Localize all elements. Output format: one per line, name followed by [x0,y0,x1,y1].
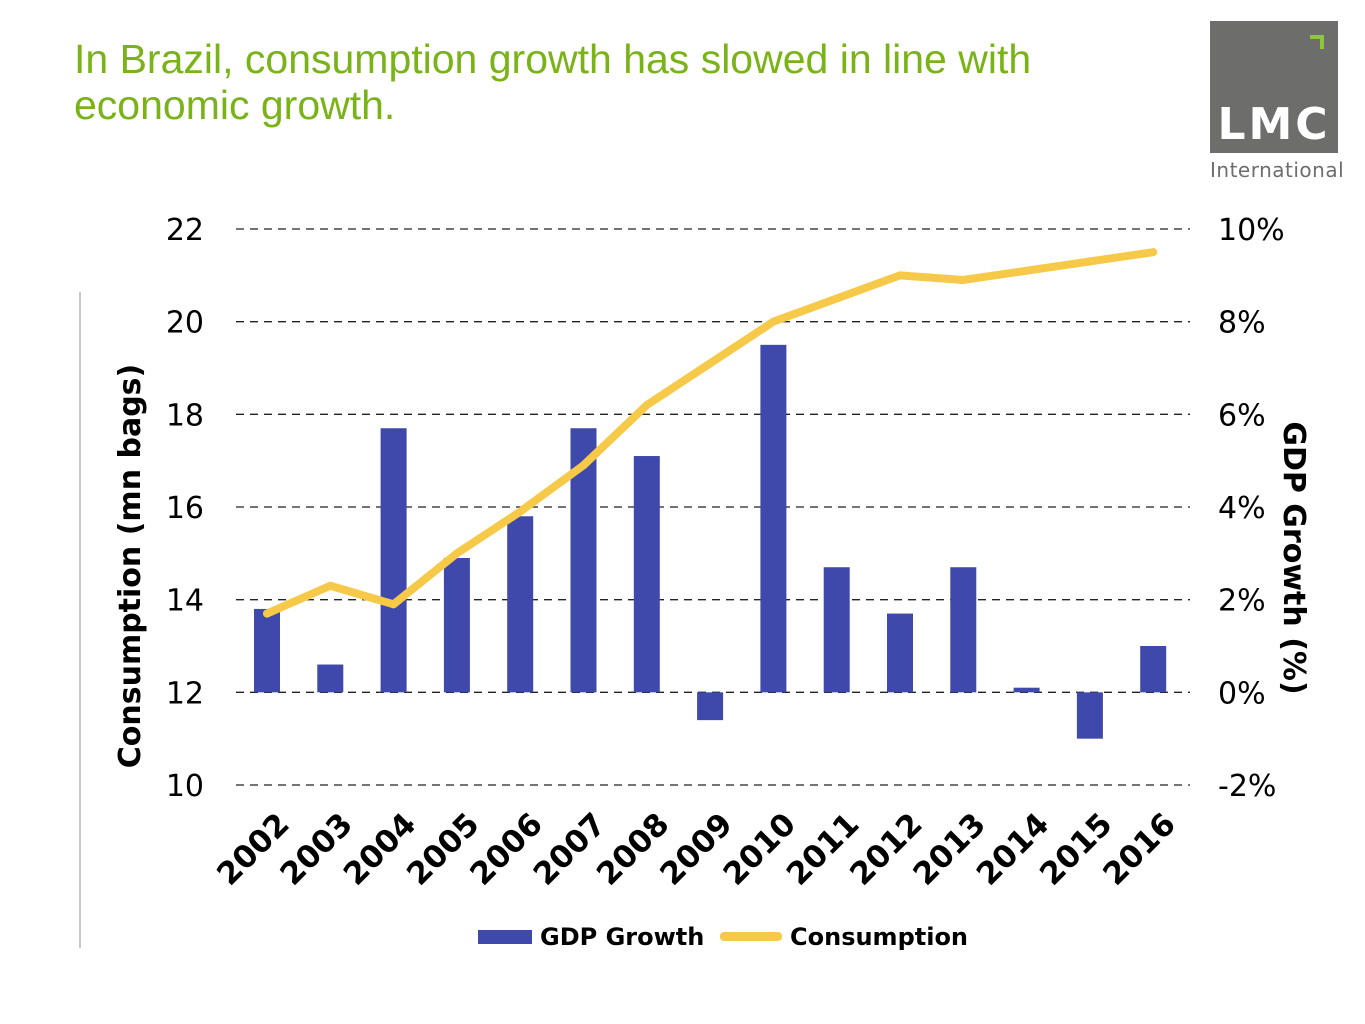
consumption-point-2010 [769,317,778,326]
left-tick-label: 20 [166,306,204,341]
gdp-bar-2015 [1076,692,1103,739]
x-tick-label-2009: 2009 [653,806,739,892]
gdp-bar-2005 [443,557,470,693]
x-tick-label-2007: 2007 [527,806,613,892]
consumption-point-2003 [326,581,335,590]
right-tick-label: 8% [1218,306,1266,341]
consumption-point-2011 [832,294,841,303]
consumption-point-2004 [389,600,398,609]
x-tick-label-2012: 2012 [843,806,929,892]
slide-title: In Brazil, consumption growth has slowed… [74,36,1032,128]
gdp-bar-2012 [887,613,913,693]
consumption-point-2014 [1022,266,1031,275]
gdp-bar-2004 [380,428,407,693]
logo-text: LMC [1217,99,1331,150]
gdp-bar-2003 [317,664,344,693]
x-tick-label-2014: 2014 [970,806,1056,892]
right-tick-label: 4% [1218,491,1266,526]
right-tick-label: 6% [1218,398,1266,433]
x-tick-label-2010: 2010 [717,806,803,892]
logo-subtext: International [1210,158,1345,182]
left-tick-label: 10 [166,769,204,804]
right-tick-label: 10% [1218,213,1285,248]
right-axis-title: GDP Growth (%) [1276,421,1311,694]
left-tick-label: 16 [166,491,204,526]
right-axis-ticks: -2% 0% 2% 4% 6% 8% 10% [1218,213,1285,804]
x-tick-label-2002: 2002 [210,806,296,892]
right-tick-label: 2% [1218,584,1266,619]
left-tick-label: 12 [166,676,204,711]
legend-label-gdp: GDP Growth [540,923,704,951]
gdp-bar-2016 [1140,646,1167,693]
left-tick-label: 18 [166,398,204,433]
consumption-point-2007 [579,461,588,470]
x-tick-label-2005: 2005 [400,806,486,892]
right-tick-label: -2% [1218,769,1276,804]
gdp-bar-2006 [507,516,534,693]
legend: GDP Growth Consumption [478,923,968,951]
gdp-bar-2010 [760,344,787,693]
consumption-point-2006 [516,507,525,516]
legend-label-consumption: Consumption [790,923,968,951]
x-tick-label-2004: 2004 [337,806,423,892]
consumption-point-2013 [959,275,968,284]
gdp-bar-2002 [254,608,280,693]
x-tick-label-2015: 2015 [1033,806,1119,892]
consumption-point-2002 [263,609,271,618]
x-tick-label-2011: 2011 [780,806,866,892]
gdp-bar-2011 [823,567,850,693]
x-tick-label-2016: 2016 [1096,806,1182,892]
left-divider [79,292,81,948]
consumption-point-2009 [706,359,715,368]
consumption-point-2016 [1149,248,1158,257]
gdp-bar-2009 [697,692,724,721]
consumption-line-layer [263,248,1158,618]
left-tick-label: 22 [166,213,204,248]
x-axis-ticks: 2002200320042005200620072008200920102011… [210,806,1183,892]
consumption-point-2008 [642,401,651,410]
corner-bracket-icon [1310,35,1324,49]
x-tick-label-2003: 2003 [273,806,359,892]
left-axis-ticks: 10 12 14 16 18 20 22 [166,213,204,804]
legend-swatch-consumption [720,932,782,941]
x-tick-label-2013: 2013 [906,806,992,892]
x-tick-label-2008: 2008 [590,806,676,892]
lmc-logo: LMC [1210,21,1338,153]
x-tick-label-2006: 2006 [463,806,549,892]
gdp-bar-2013 [950,567,977,693]
consumption-point-2015 [1085,257,1094,266]
gdp-bar-2008 [633,456,660,693]
gdp-bars [254,344,1167,739]
legend-swatch-gdp [478,930,532,944]
consumption-point-2012 [896,271,904,280]
consumption-point-2005 [452,549,461,558]
left-axis-title: Consumption (mn bags) [113,364,148,769]
right-tick-label: 0% [1218,676,1266,711]
left-tick-label: 14 [166,584,204,619]
gdp-bar-2014 [1013,687,1040,693]
